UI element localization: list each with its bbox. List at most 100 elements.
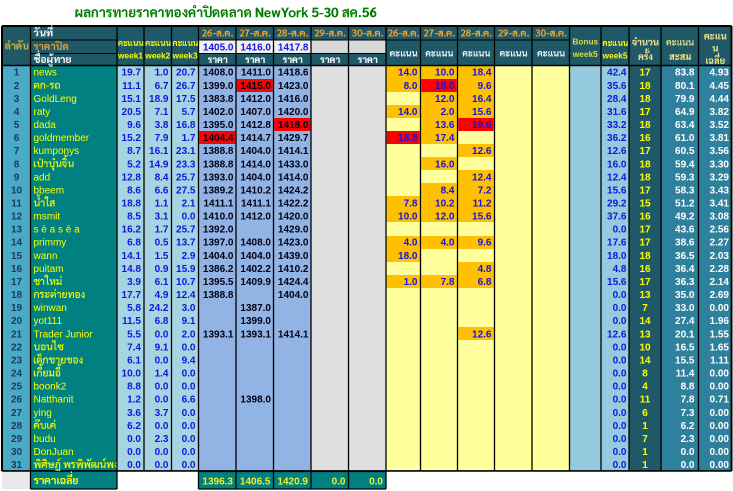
svg-text:1417.8: 1417.8 [278,43,309,54]
svg-text:27.5: 27.5 [176,185,196,196]
svg-text:16.4: 16.4 [472,94,492,105]
svg-text:14.0: 14.0 [398,68,418,79]
svg-text:33.0: 33.0 [675,303,695,314]
svg-text:51.2: 51.2 [675,199,695,210]
svg-text:80.1: 80.1 [675,81,695,92]
svg-text:16: 16 [639,264,651,275]
svg-text:10.0: 10.0 [398,212,418,223]
svg-text:0.0: 0.0 [613,225,627,236]
svg-text:1433.0: 1433.0 [278,159,309,170]
svg-text:Trader Junior: Trader Junior [34,329,94,340]
svg-text:17: 17 [639,107,651,118]
svg-text:0.0: 0.0 [681,460,695,471]
svg-text:42.4: 42.4 [607,68,627,79]
svg-text:9.1: 9.1 [182,316,196,327]
svg-text:1388.8: 1388.8 [203,146,234,157]
svg-text:add: add [34,172,51,183]
svg-text:1407.0: 1407.0 [240,107,271,118]
svg-text:26: 26 [11,395,23,406]
svg-text:2.1: 2.1 [182,199,196,210]
svg-text:7.2: 7.2 [478,185,492,196]
svg-text:1416.0: 1416.0 [240,43,271,54]
svg-text:1383.8: 1383.8 [203,94,234,105]
svg-text:8.4: 8.4 [155,172,169,183]
svg-text:0.00: 0.00 [710,447,730,458]
svg-text:15.5: 15.5 [675,355,695,366]
svg-text:6.1: 6.1 [155,277,169,288]
svg-text:43.6: 43.6 [675,225,695,236]
svg-text:14.0: 14.0 [398,107,418,118]
svg-text:3.82: 3.82 [710,107,730,118]
svg-text:12.0: 12.0 [435,212,455,223]
svg-text:18: 18 [639,172,651,183]
svg-text:0.0: 0.0 [182,342,196,353]
svg-text:2.27: 2.27 [710,238,730,249]
svg-text:9.6: 9.6 [478,238,492,249]
svg-text:5.8: 5.8 [127,303,141,314]
svg-text:0.0: 0.0 [681,447,695,458]
svg-text:59.3: 59.3 [675,172,695,183]
svg-text:20.5: 20.5 [122,107,142,118]
svg-text:16: 16 [639,212,651,223]
svg-text:11.2: 11.2 [473,199,492,210]
svg-text:6.6: 6.6 [155,185,169,196]
svg-text:0.0: 0.0 [613,303,627,314]
svg-text:8.8: 8.8 [127,382,141,393]
svg-text:36.4: 36.4 [675,264,695,275]
svg-text:0.00: 0.00 [710,303,730,314]
svg-text:1409.9: 1409.9 [240,277,271,288]
svg-text:31.6: 31.6 [607,107,627,118]
svg-text:0.00: 0.00 [710,408,730,419]
svg-text:15.6: 15.6 [607,185,627,196]
svg-text:3.41: 3.41 [710,199,730,210]
svg-text:1388.8: 1388.8 [203,159,234,170]
svg-text:8.5: 8.5 [127,212,141,223]
svg-text:10.0: 10.0 [122,369,142,380]
svg-text:GoldLeng: GoldLeng [34,94,77,105]
svg-text:4: 4 [642,382,648,393]
svg-text:1415.0: 1415.0 [240,81,271,92]
svg-text:wann: wann [33,251,58,262]
svg-text:1393.1: 1393.1 [240,329,271,340]
svg-text:boonk2: boonk2 [34,382,67,393]
svg-text:1410.2: 1410.2 [278,264,309,275]
svg-text:1429.0: 1429.0 [278,225,309,236]
svg-text:kumponys: kumponys [34,146,80,157]
svg-text:puitam: puitam [34,264,64,275]
svg-text:8.8: 8.8 [681,382,695,393]
svg-text:6.7: 6.7 [155,81,169,92]
svg-text:0.0: 0.0 [182,434,196,445]
svg-text:1412.0: 1412.0 [240,212,271,223]
svg-text:0.00: 0.00 [710,421,730,432]
svg-text:0.0: 0.0 [155,355,169,366]
svg-text:3.43: 3.43 [710,185,730,196]
svg-text:3.7: 3.7 [155,408,169,419]
svg-text:0.0: 0.0 [613,408,627,419]
svg-text:1404.0: 1404.0 [203,251,234,262]
svg-text:63.4: 63.4 [675,120,695,131]
svg-text:17.4: 17.4 [435,133,455,144]
svg-text:0.5: 0.5 [155,238,169,249]
svg-text:2: 2 [14,81,20,92]
svg-text:35.6: 35.6 [607,81,627,92]
svg-text:11: 11 [640,395,651,406]
svg-text:23: 23 [11,355,23,366]
svg-text:0.71: 0.71 [710,395,730,406]
svg-text:12.6: 12.6 [607,146,627,157]
svg-text:0.0: 0.0 [127,447,141,458]
svg-text:1424.4: 1424.4 [278,277,309,288]
svg-text:49.2: 49.2 [675,212,695,223]
svg-text:budu: budu [34,434,56,445]
svg-text:1402.2: 1402.2 [240,264,271,275]
svg-text:25.7: 25.7 [176,225,196,236]
svg-text:1.65: 1.65 [710,342,730,353]
svg-text:0.0: 0.0 [182,369,196,380]
svg-text:raty: raty [34,107,51,118]
svg-text:6.2: 6.2 [681,421,695,432]
svg-text:0.0: 0.0 [613,447,627,458]
svg-text:35.0: 35.0 [675,290,695,301]
svg-text:1402.0: 1402.0 [203,107,234,118]
svg-text:6: 6 [642,408,648,419]
svg-text:27.4: 27.4 [675,316,695,327]
svg-text:23.3: 23.3 [176,159,196,170]
